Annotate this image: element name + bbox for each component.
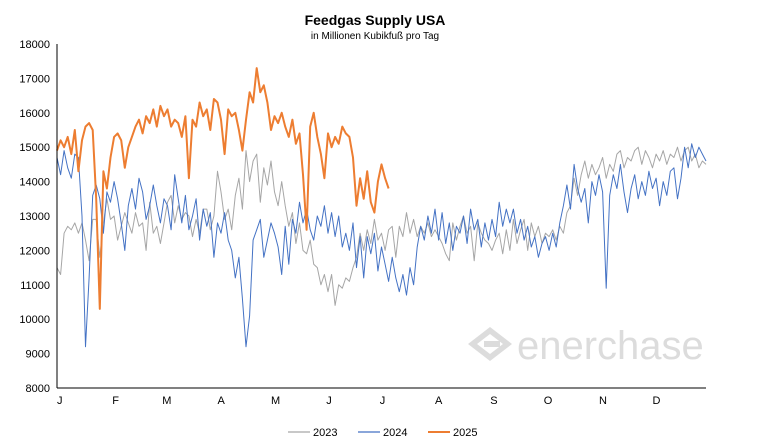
series-line-2023	[56, 146, 707, 306]
x-tick-label: N	[599, 395, 607, 407]
enerchase-logo-icon	[468, 327, 512, 361]
x-tick-label: J	[57, 395, 63, 407]
y-tick-label: 18000	[19, 39, 50, 51]
y-tick-label: 13000	[19, 211, 50, 223]
legend-label-2024: 2024	[383, 427, 407, 439]
watermark-text: enerchase	[517, 324, 704, 368]
y-axis-ticks: 8000 9000 10000 11000 12000 13000 14000 15000 16…	[19, 39, 50, 395]
watermark-logo: enerchase	[468, 324, 704, 368]
x-tick-label: F	[112, 395, 119, 407]
x-tick-label: J	[326, 395, 332, 407]
legend: 2023 2024 2025	[288, 427, 477, 439]
x-tick-label: M	[271, 395, 280, 407]
y-tick-label: 14000	[19, 177, 50, 189]
x-tick-label: M	[162, 395, 171, 407]
y-tick-label: 9000	[26, 349, 50, 361]
x-tick-label: D	[653, 395, 661, 407]
chart-subtitle: in Millionen Kubikfuß pro Tag	[311, 31, 439, 42]
x-tick-label: S	[490, 395, 497, 407]
y-tick-label: 16000	[19, 108, 50, 120]
series-line-2024	[56, 143, 707, 348]
x-tick-label: O	[544, 395, 553, 407]
legend-label-2023: 2023	[313, 427, 337, 439]
series-line-2025	[56, 67, 390, 310]
chart-title: Feedgas Supply USA	[305, 12, 446, 28]
x-tick-label: A	[217, 395, 225, 407]
y-tick-label: 15000	[19, 142, 50, 154]
y-tick-label: 10000	[19, 314, 50, 326]
x-tick-label: J	[380, 395, 386, 407]
y-tick-label: 8000	[26, 383, 50, 395]
legend-label-2025: 2025	[453, 427, 477, 439]
y-tick-label: 17000	[19, 73, 50, 85]
plot-area	[56, 67, 707, 348]
y-tick-label: 11000	[20, 280, 50, 292]
x-tick-label: A	[435, 395, 443, 407]
y-tick-label: 12000	[19, 245, 50, 257]
